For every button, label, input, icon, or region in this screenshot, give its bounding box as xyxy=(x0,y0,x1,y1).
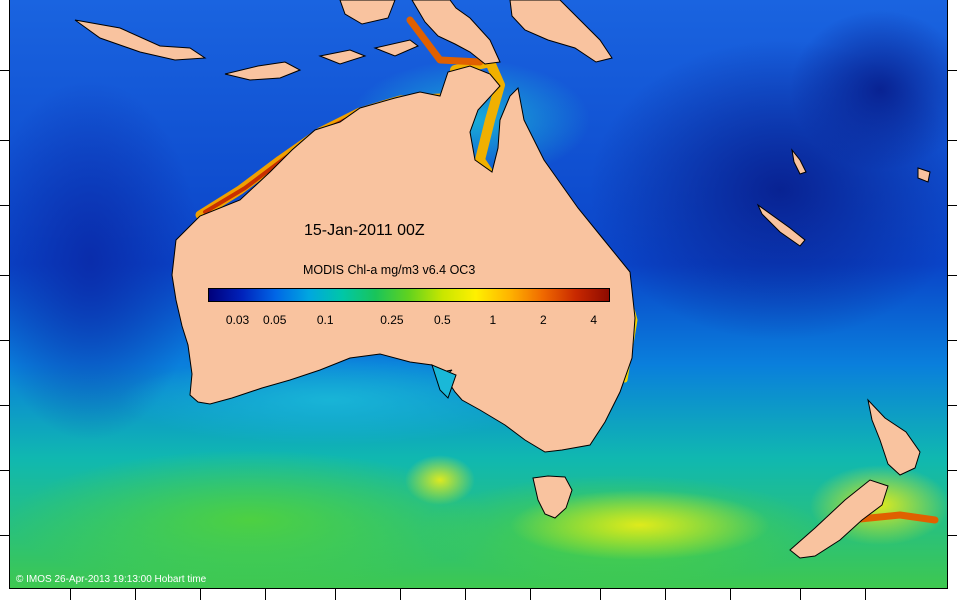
timor xyxy=(373,39,419,57)
axis-tick xyxy=(335,589,336,600)
colorbar-tick-label: 1 xyxy=(489,313,497,327)
australia-land xyxy=(171,65,636,453)
axis-tick xyxy=(0,405,9,406)
axis-tick xyxy=(0,470,9,471)
axis-tick xyxy=(0,140,9,141)
fiji xyxy=(917,167,931,183)
axis-tick xyxy=(135,589,136,600)
axis-tick xyxy=(948,470,957,471)
frame-bottom-border xyxy=(9,588,948,589)
new-caledonia xyxy=(756,203,806,247)
axis-tick xyxy=(0,340,9,341)
axis-tick xyxy=(948,340,957,341)
axis-tick xyxy=(800,589,801,600)
deep-ocean-northeast xyxy=(790,10,947,170)
vanuatu xyxy=(791,148,807,175)
axis-tick xyxy=(400,589,401,600)
axis-tick xyxy=(948,275,957,276)
axis-tick xyxy=(70,589,71,600)
colorbar-fill xyxy=(208,288,610,302)
indonesia-island-1 xyxy=(74,19,207,61)
date-label: 15-Jan-2011 00Z xyxy=(304,222,425,239)
credit-text: © IMOS 26-Apr-2013 19:13:00 Hobart time xyxy=(16,574,207,585)
axis-tick xyxy=(265,589,266,600)
axis-tick xyxy=(0,275,9,276)
bloom-yellow-3 xyxy=(405,455,475,505)
bloom-yellow-1 xyxy=(510,490,770,560)
axis-tick xyxy=(665,589,666,600)
frame-right-border xyxy=(947,0,948,589)
land xyxy=(74,0,931,559)
colorbar-tick-label: 0.1 xyxy=(316,313,334,327)
axis-tick xyxy=(948,535,957,536)
indonesia-island-2 xyxy=(224,61,302,81)
spencer-gulf xyxy=(431,364,457,399)
new-zealand-south xyxy=(789,479,889,559)
new-zealand-north xyxy=(867,398,921,476)
png-coast-bloom xyxy=(406,16,484,66)
colorbar-tick-label: 0.03 xyxy=(225,313,250,327)
axis-tick xyxy=(530,589,531,600)
new-guinea-land xyxy=(411,0,501,65)
indonesia-island-3 xyxy=(318,49,367,65)
new-guinea-east xyxy=(509,0,613,63)
axis-tick xyxy=(0,70,9,71)
axis-tick xyxy=(200,589,201,600)
colorbar-tick-label: 0.25 xyxy=(380,313,404,327)
southern-ocean-green xyxy=(10,450,490,588)
colorbar xyxy=(208,288,610,302)
chlorophyll-map xyxy=(10,0,947,588)
tasmania-land xyxy=(532,475,573,519)
axis-tick xyxy=(465,589,466,600)
axis-tick xyxy=(730,589,731,600)
axis-tick xyxy=(0,535,9,536)
axis-tick xyxy=(0,205,9,206)
axis-tick xyxy=(948,140,957,141)
axis-tick xyxy=(948,205,957,206)
axis-tick xyxy=(600,589,601,600)
deep-ocean-west xyxy=(10,80,200,440)
axis-tick xyxy=(948,405,957,406)
axis-tick xyxy=(948,70,957,71)
colorbar-tick-label: 0.5 xyxy=(434,313,451,327)
colorbar-tick-label: 0.05 xyxy=(263,313,287,327)
colorbar-tick-label: 2 xyxy=(539,313,547,327)
colorbar-title: MODIS Chl-a mg/m3 v6.4 OC3 xyxy=(303,263,476,277)
axis-tick xyxy=(865,589,866,600)
borneo-sulawesi xyxy=(339,0,396,25)
colorbar-tick-label: 4 xyxy=(590,313,598,327)
